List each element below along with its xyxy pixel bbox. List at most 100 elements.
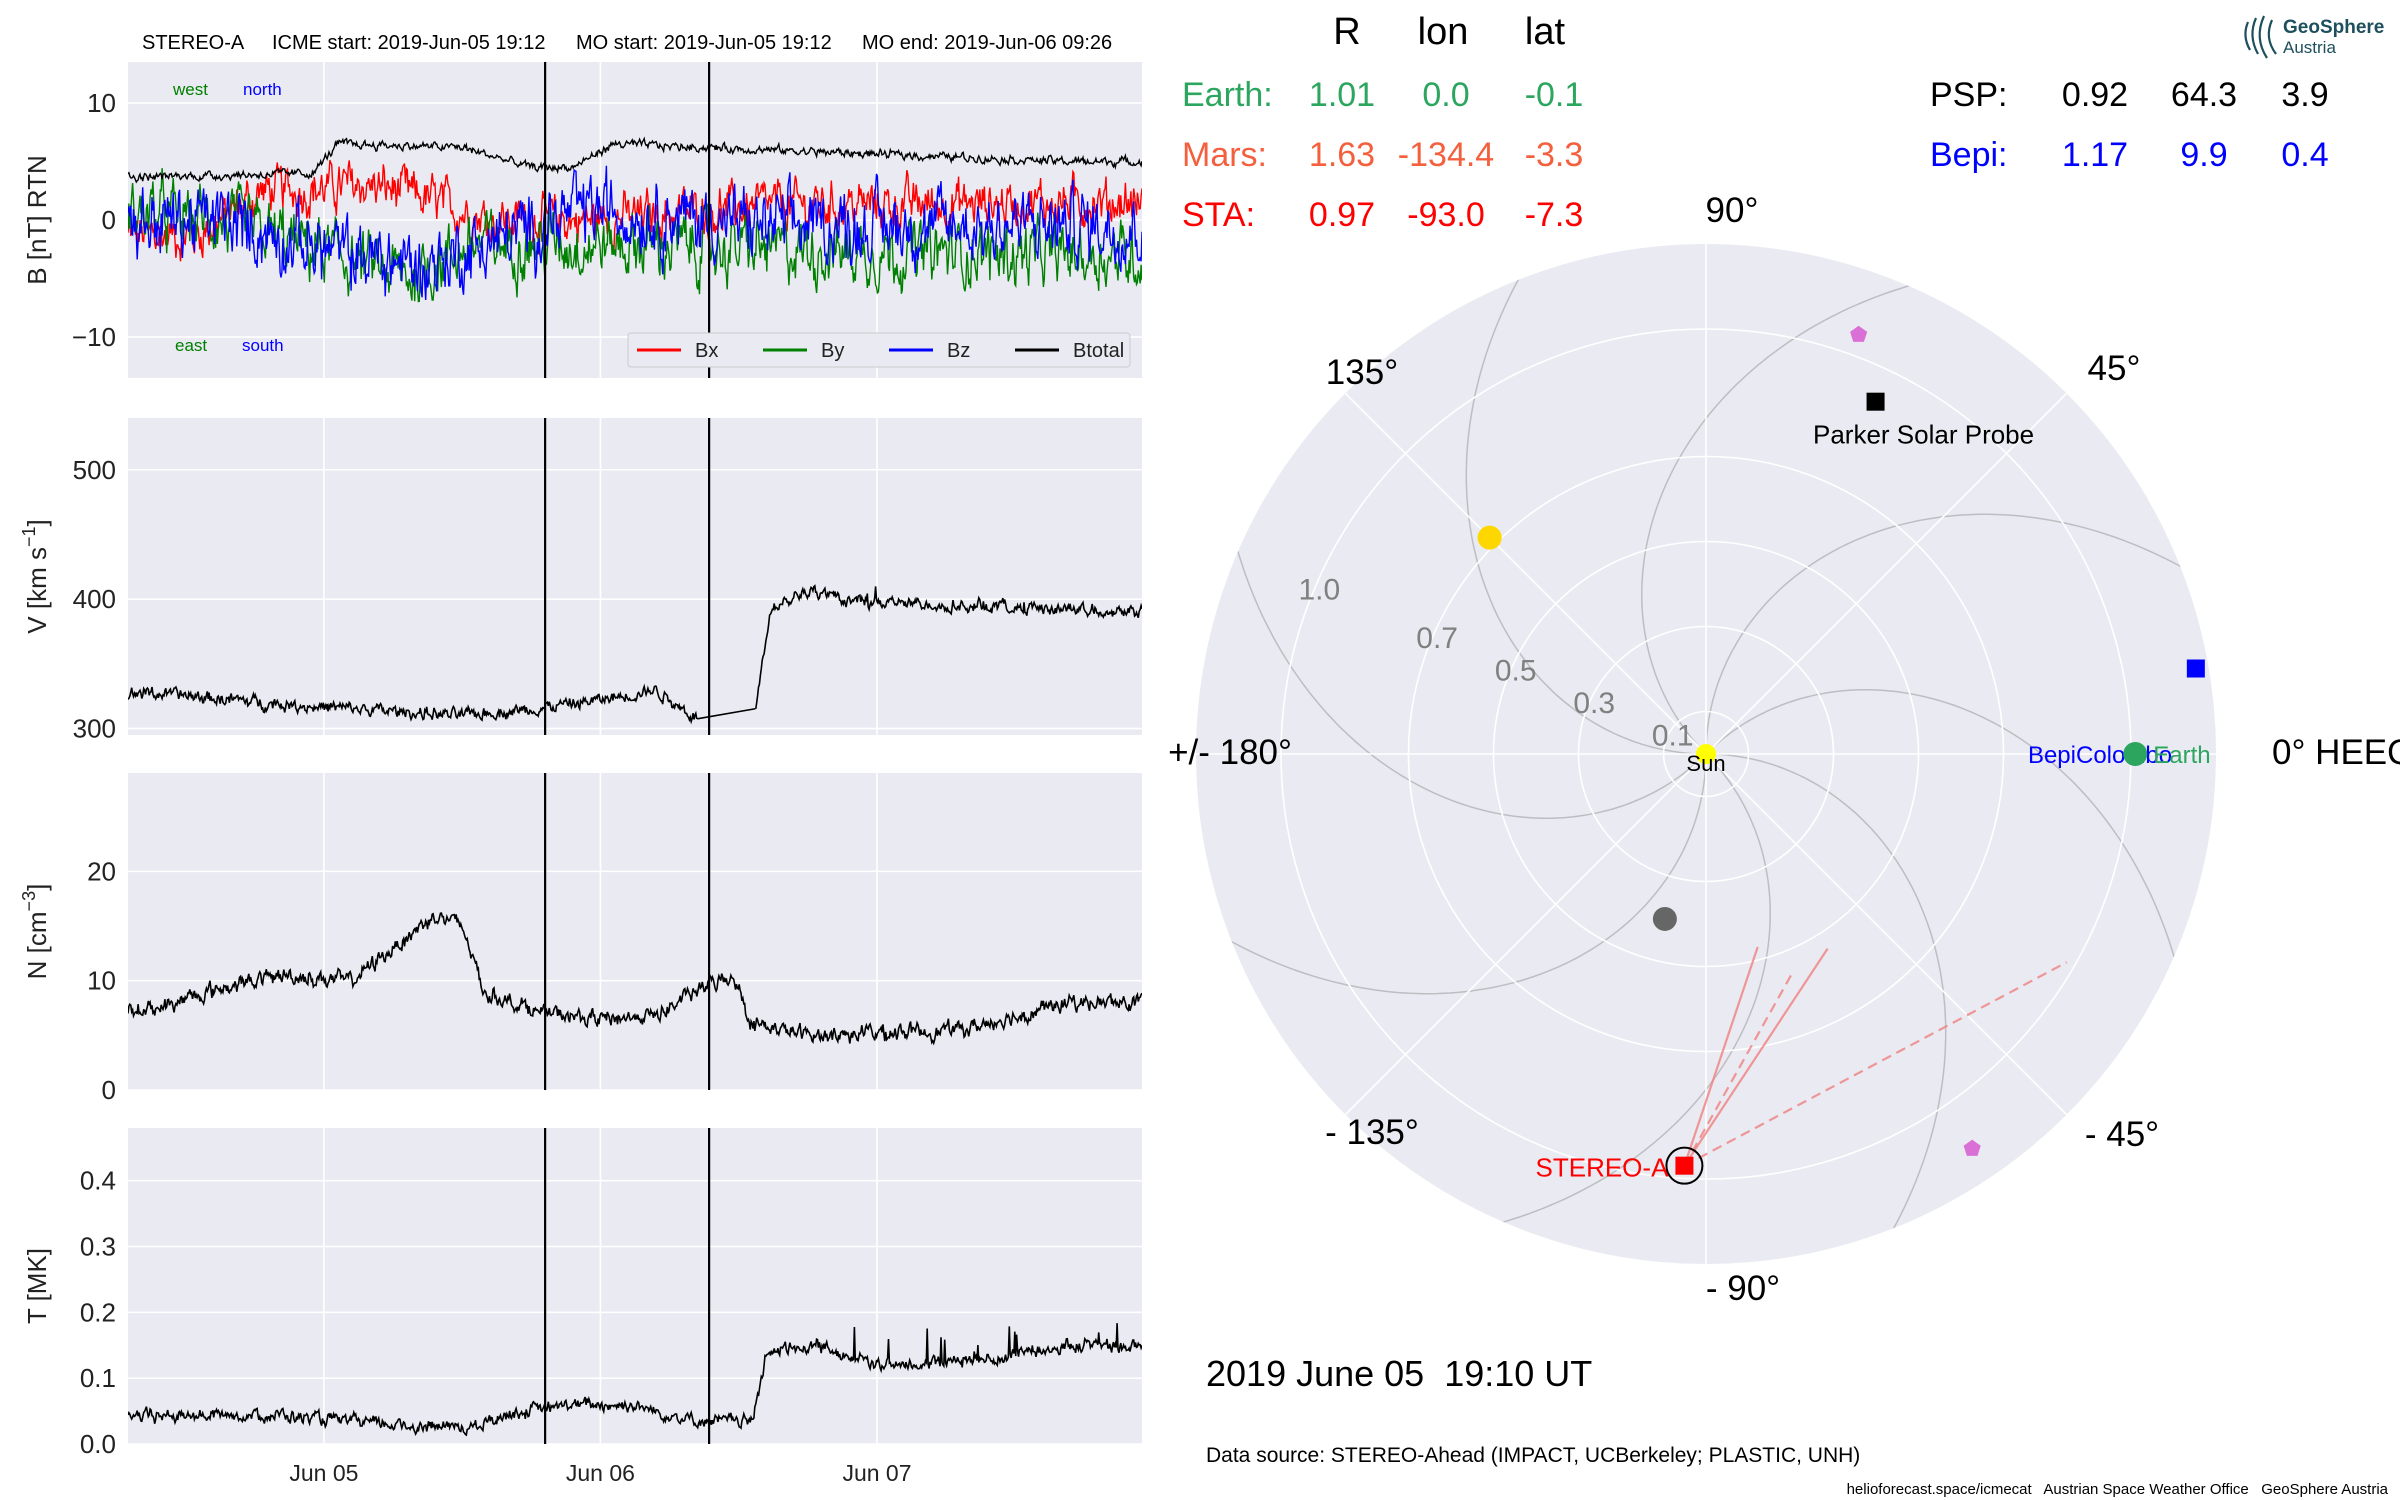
- y-tick-label: 300: [73, 714, 116, 744]
- annotation-east: east: [175, 336, 207, 355]
- y-axis-label-end: ]: [22, 884, 52, 891]
- panel-density: 0 10 20 N [cm−3]: [19, 773, 1142, 1105]
- angle-label: 45°: [2088, 349, 2141, 388]
- body-pentagon-1-marker: [1850, 325, 1868, 342]
- table-name-0: Earth:: [1182, 76, 1273, 114]
- y-axis-label-sup: −3: [19, 891, 39, 912]
- y-axis-label-main: T [MK]: [22, 1248, 52, 1324]
- table-lat-0: 3.9: [2281, 76, 2328, 114]
- panel-background: [128, 1128, 1142, 1444]
- table-r-1: 1.17: [2062, 136, 2128, 174]
- table-name-2: STA:: [1182, 196, 1255, 234]
- table-r-2: 0.97: [1309, 196, 1375, 234]
- body-parker-solar-probe-label: Parker Solar Probe: [1813, 420, 2034, 450]
- table-name-1: Bepi:: [1930, 136, 2008, 174]
- body-sun-marker: [1696, 744, 1716, 764]
- sta-ray-solid: [1683, 948, 1829, 1167]
- r-tick-label: 0.7: [1416, 622, 1458, 655]
- angle-label: +/- 180°: [1168, 733, 1292, 772]
- angle-gridline: [1344, 392, 1707, 755]
- body-venus-marker: [1477, 525, 1502, 550]
- series-line-Bz: [128, 165, 1142, 301]
- table-lat-2: -7.3: [1525, 196, 1584, 234]
- y-tick-label: 10: [87, 88, 116, 118]
- table-lon-1: -134.4: [1398, 136, 1494, 174]
- body-stereo-a-marker: [1675, 1156, 1694, 1175]
- legend-label-Bz: Bz: [947, 340, 970, 362]
- annotation-south: south: [242, 336, 284, 355]
- y-tick-label: 0.3: [80, 1232, 116, 1262]
- table-r-0: 0.92: [2062, 76, 2128, 114]
- y-axis-label-end: ]: [22, 519, 52, 526]
- table-r-0: 1.01: [1309, 76, 1375, 114]
- table-name-1: Mars:: [1182, 136, 1267, 174]
- y-tick-label: 500: [73, 455, 116, 485]
- annotation-west: west: [172, 80, 208, 99]
- body-pentagon-2-marker: [1963, 1139, 1981, 1156]
- table-lat-1: -3.3: [1525, 136, 1584, 174]
- x-tick-label: Jun 06: [566, 1460, 635, 1486]
- panel-background: [128, 418, 1142, 735]
- table-lon-1: 9.9: [2180, 136, 2227, 174]
- col-header-lat: lat: [1525, 11, 1566, 53]
- table-lat-0: -0.1: [1525, 76, 1584, 114]
- y-tick-label: 0.0: [80, 1429, 116, 1459]
- angle-label: - 90°: [1706, 1269, 1780, 1308]
- r-tick-label: 0.5: [1495, 655, 1537, 688]
- body-mercury-marker: [1652, 906, 1677, 931]
- series-line-Btotal: [128, 136, 1142, 184]
- body-stereo-a-label: STEREO-A: [1536, 1153, 1670, 1183]
- header-spacecraft: STEREO-A: [142, 32, 245, 54]
- series-line-V: [755, 584, 1142, 710]
- y-tick-label: 0.4: [80, 1166, 116, 1196]
- angle-gridline: [1705, 392, 2068, 755]
- geosphere-logo-icon: [2244, 15, 2277, 59]
- header-icme-start: ICME start: 2019-Jun-05 19:12: [272, 32, 545, 54]
- col-header-lon: lon: [1418, 11, 1469, 53]
- r-tick-label: 0.1: [1652, 720, 1694, 753]
- polar-orbit-plot: 0.1 0.3 0.5 0.7 1.0 0° HEEQ 45° 90° 135° +/- 180°…: [1168, 191, 2400, 1308]
- panel-magnetic_field: −10 0 10 B [nT] RTN west north east south Bx By Bz…: [22, 62, 1142, 378]
- body-bepicolombo-label: BepiColombo: [2028, 742, 2172, 769]
- series-line-V: [128, 683, 698, 725]
- y-axis-label-sup: −1: [19, 527, 39, 548]
- geosphere-logo-line2: Austria: [2283, 38, 2336, 57]
- angle-label: - 135°: [1325, 1113, 1419, 1152]
- legend: Bx By Bz Btotal: [627, 332, 1131, 368]
- y-axis-label: B [nT] RTN: [22, 155, 52, 285]
- y-tick-label: 0: [102, 205, 116, 235]
- legend-label-By: By: [821, 340, 844, 362]
- table-lon-0: 64.3: [2171, 76, 2237, 114]
- series-gap-V: [697, 707, 756, 720]
- y-axis-label-main: V [km s: [22, 547, 52, 634]
- data-source: Data source: STEREO-Ahead (IMPACT, UCBer…: [1206, 1444, 1860, 1467]
- table-r-1: 1.63: [1309, 136, 1375, 174]
- plot-timestamp: 2019 June 05 19:10 UT: [1206, 1353, 1592, 1394]
- y-tick-label: 400: [73, 584, 116, 614]
- table-lat-1: 0.4: [2281, 136, 2328, 174]
- x-tick-label: Jun 05: [289, 1460, 358, 1486]
- table-lon-2: -93.0: [1407, 196, 1485, 234]
- geosphere-logo-line1: GeoSphere: [2283, 17, 2384, 38]
- body-parker-solar-probe-marker: [1866, 392, 1885, 411]
- y-tick-label: 0.2: [80, 1297, 116, 1327]
- sta-rays: [1683, 946, 2068, 1167]
- angle-label: 135°: [1326, 353, 1398, 392]
- positions-table: R lon lat Earth: 1.01 0.0 -0.1 Mars: 1.63 -134…: [1182, 11, 2329, 234]
- y-axis-label: T [MK]: [22, 1248, 52, 1324]
- body-bepicolombo-marker: [2186, 659, 2205, 678]
- y-axis-label-main: N [cm: [22, 911, 52, 979]
- y-tick-label: 0.1: [80, 1363, 116, 1393]
- annotation-north: north: [243, 80, 282, 99]
- sta-ray-dashed: [1683, 961, 2068, 1167]
- y-axis-label: N [cm−3]: [19, 884, 52, 980]
- x-tick-label: Jun 07: [842, 1460, 911, 1486]
- angle-label: - 45°: [2085, 1115, 2159, 1154]
- r-tick-label: 0.3: [1573, 687, 1615, 720]
- body-sun-label: Sun: [1686, 751, 1725, 776]
- panel-temperature: 0.0 0.1 0.2 0.3 0.4 T [MK] Jun 05 Jun 06 Jun 07: [22, 1128, 1142, 1486]
- series-line-N: [128, 912, 1142, 1046]
- panel-background: [128, 773, 1142, 1090]
- y-axis-label: V [km s−1]: [19, 519, 52, 633]
- angle-gridline: [1705, 753, 2068, 1116]
